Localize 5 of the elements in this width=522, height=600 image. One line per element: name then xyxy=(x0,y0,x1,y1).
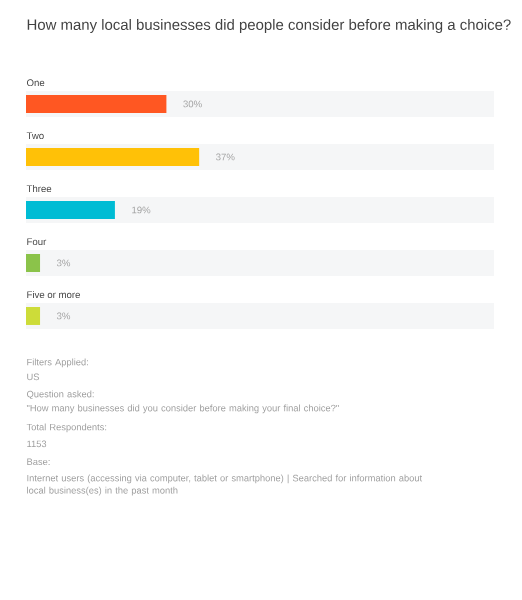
bar xyxy=(26,253,41,272)
bar xyxy=(26,147,200,166)
bar xyxy=(26,306,41,325)
bar xyxy=(26,94,167,113)
bar xyxy=(26,200,115,219)
